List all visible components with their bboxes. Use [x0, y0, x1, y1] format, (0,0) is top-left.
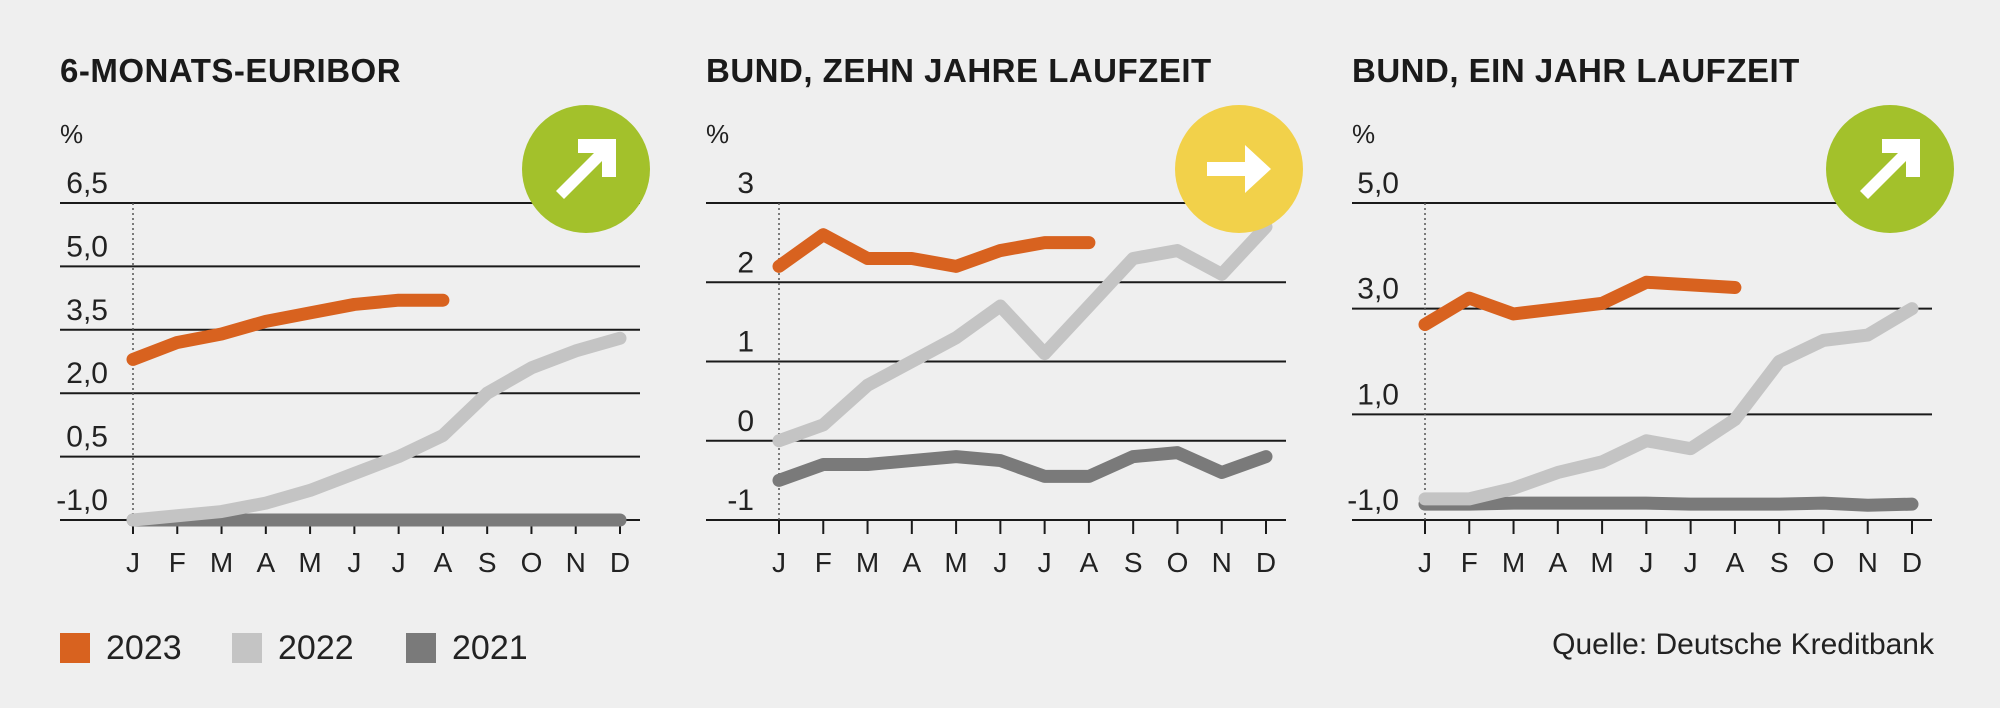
source-note: Quelle: Deutsche Kreditbank — [1552, 628, 1934, 661]
legend-item-2022: 2022 — [232, 628, 354, 668]
series-line-2022 — [772, 220, 1273, 448]
arrow-up-right-icon — [556, 139, 616, 199]
arrow-up-right-icon — [1860, 139, 1920, 199]
legend-swatch — [406, 633, 436, 663]
y-tick-label: -1 — [727, 484, 754, 517]
x-tick-label: M — [1590, 547, 1613, 578]
arrow-right-icon — [1207, 145, 1271, 193]
x-tick-label: J — [993, 547, 1007, 578]
legend-item-2023: 2023 — [60, 628, 182, 668]
y-tick-label: 3,5 — [66, 294, 108, 327]
x-tick-label: M — [1502, 547, 1525, 578]
unit-label: % — [60, 119, 83, 149]
x-tick-label: D — [1902, 547, 1922, 578]
series-line-2023 — [1418, 275, 1742, 332]
y-tick-label: 3 — [737, 167, 754, 200]
series-line-2022 — [126, 331, 627, 527]
y-tick-label: 2,0 — [66, 357, 108, 390]
x-tick-label: N — [1212, 547, 1232, 578]
legend-label: 2022 — [278, 628, 354, 667]
x-tick-label: J — [126, 547, 140, 578]
x-tick-label: D — [1256, 547, 1276, 578]
x-tick-label: J — [1639, 547, 1653, 578]
x-tick-label: J — [347, 547, 361, 578]
x-tick-label: M — [298, 547, 321, 578]
x-tick-label: N — [1858, 547, 1878, 578]
x-tick-label: J — [1684, 547, 1698, 578]
unit-label: % — [706, 119, 729, 149]
x-tick-label: A — [1548, 547, 1567, 578]
x-tick-label: A — [1080, 547, 1099, 578]
y-tick-label: 1,0 — [1357, 378, 1399, 411]
x-tick-label: O — [521, 547, 543, 578]
x-tick-label: F — [815, 547, 832, 578]
series-line-2023 — [126, 293, 450, 366]
y-tick-label: 5,0 — [1357, 167, 1399, 200]
chart-title-bund-1y: BUND, EIN JAHR LAUFZEIT — [1352, 52, 1800, 89]
x-tick-label: O — [1813, 547, 1835, 578]
x-tick-label: J — [1038, 547, 1052, 578]
chart-title-euribor: 6-MONATS-EURIBOR — [60, 52, 402, 89]
x-tick-label: M — [210, 547, 233, 578]
series-line-2021 — [1418, 496, 1919, 512]
x-tick-label: S — [1770, 547, 1789, 578]
series-line-2023 — [772, 228, 1096, 273]
x-tick-label: J — [1418, 547, 1432, 578]
y-tick-label: 5,0 — [66, 230, 108, 263]
y-tick-label: -1,0 — [56, 484, 108, 517]
series-line-2022 — [1418, 302, 1919, 506]
y-tick-label: 6,5 — [66, 167, 108, 200]
x-tick-label: J — [772, 547, 786, 578]
series-line-2021 — [772, 446, 1273, 487]
x-tick-label: O — [1167, 547, 1189, 578]
x-tick-label: F — [169, 547, 186, 578]
x-tick-label: S — [478, 547, 497, 578]
legend-item-2021: 2021 — [406, 628, 528, 668]
unit-label: % — [1352, 119, 1375, 149]
y-tick-label: 2 — [737, 246, 754, 279]
chart-title-bund-10y: BUND, ZEHN JAHRE LAUFZEIT — [706, 52, 1212, 89]
y-tick-label: 0,5 — [66, 421, 108, 454]
x-tick-label: A — [1726, 547, 1745, 578]
legend-swatch — [60, 633, 90, 663]
x-tick-label: J — [392, 547, 406, 578]
y-tick-label: -1,0 — [1347, 484, 1399, 517]
legend-label: 2021 — [452, 628, 528, 667]
y-tick-label: 3,0 — [1357, 273, 1399, 306]
x-tick-label: S — [1124, 547, 1143, 578]
y-tick-label: 1 — [737, 326, 754, 359]
x-tick-label: D — [610, 547, 630, 578]
x-tick-label: A — [256, 547, 275, 578]
x-tick-label: A — [902, 547, 921, 578]
legend-swatch — [232, 633, 262, 663]
x-tick-label: A — [434, 547, 453, 578]
x-tick-label: F — [1461, 547, 1478, 578]
y-tick-label: 0 — [737, 405, 754, 438]
legend-label: 2023 — [106, 628, 182, 667]
x-tick-label: M — [944, 547, 967, 578]
x-tick-label: M — [856, 547, 879, 578]
x-tick-label: N — [566, 547, 586, 578]
